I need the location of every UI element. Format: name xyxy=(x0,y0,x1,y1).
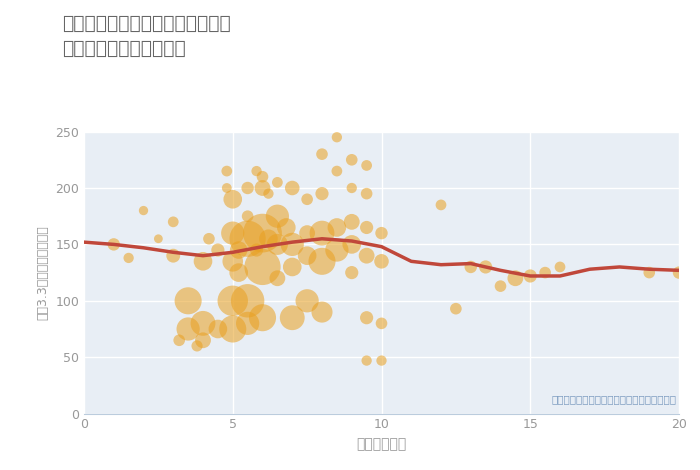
Point xyxy=(435,201,447,209)
Point xyxy=(212,246,223,254)
Point xyxy=(346,218,357,226)
Point xyxy=(465,263,476,271)
Point xyxy=(376,229,387,237)
Point xyxy=(346,269,357,276)
Point xyxy=(221,167,232,175)
Point xyxy=(227,196,238,203)
Point xyxy=(331,133,342,141)
Point xyxy=(376,320,387,327)
Point xyxy=(302,229,313,237)
Point xyxy=(302,196,313,203)
Text: 埼玉県さいたま市中央区下落合の
駅距離別中古戸建て価格: 埼玉県さいたま市中央区下落合の 駅距離別中古戸建て価格 xyxy=(62,14,231,58)
Point xyxy=(272,179,283,186)
Point xyxy=(242,297,253,305)
Point xyxy=(212,325,223,333)
Point xyxy=(168,252,179,259)
Point xyxy=(251,246,262,254)
Point xyxy=(242,212,253,220)
Point xyxy=(361,357,372,364)
Point xyxy=(361,224,372,231)
Point xyxy=(174,337,185,344)
Point xyxy=(287,241,298,248)
Point xyxy=(331,224,342,231)
Point xyxy=(525,272,536,280)
Point xyxy=(316,150,328,158)
Point xyxy=(183,297,194,305)
Point xyxy=(227,325,238,333)
Point xyxy=(302,252,313,259)
Point xyxy=(197,337,209,344)
Point xyxy=(153,235,164,243)
Point xyxy=(257,173,268,180)
Point xyxy=(287,184,298,192)
Point xyxy=(233,246,244,254)
Point xyxy=(221,184,232,192)
Point xyxy=(361,162,372,169)
Point xyxy=(361,314,372,321)
Point xyxy=(287,263,298,271)
Point xyxy=(480,263,491,271)
Text: 円の大きさは、取引のあった物件面積を示す: 円の大きさは、取引のあった物件面積を示す xyxy=(551,395,676,405)
Point xyxy=(227,229,238,237)
Point xyxy=(203,235,214,243)
Point xyxy=(108,241,119,248)
Point xyxy=(316,308,328,316)
Point xyxy=(242,235,253,243)
Point xyxy=(376,357,387,364)
Point xyxy=(197,258,209,265)
Point xyxy=(272,212,283,220)
Point xyxy=(123,254,134,262)
Point xyxy=(257,314,268,321)
Point xyxy=(540,269,551,276)
Point xyxy=(316,258,328,265)
Point xyxy=(644,269,655,276)
Point xyxy=(233,269,244,276)
Point xyxy=(281,224,292,231)
Point xyxy=(263,235,274,243)
Point xyxy=(272,274,283,282)
Point xyxy=(227,258,238,265)
X-axis label: 駅距離（分）: 駅距離（分） xyxy=(356,437,407,451)
Point xyxy=(331,246,342,254)
Point xyxy=(257,263,268,271)
Point xyxy=(316,229,328,237)
Point xyxy=(242,320,253,327)
Point xyxy=(263,190,274,197)
Point xyxy=(227,297,238,305)
Point xyxy=(302,297,313,305)
Point xyxy=(361,252,372,259)
Point xyxy=(287,314,298,321)
Point xyxy=(251,167,262,175)
Point xyxy=(361,190,372,197)
Point xyxy=(257,229,268,237)
Point xyxy=(554,263,566,271)
Y-axis label: 坪（3.3㎡）単価（万円）: 坪（3.3㎡）単価（万円） xyxy=(36,225,50,320)
Point xyxy=(272,241,283,248)
Point xyxy=(197,320,209,327)
Point xyxy=(242,184,253,192)
Point xyxy=(331,167,342,175)
Point xyxy=(168,218,179,226)
Point xyxy=(183,325,194,333)
Point xyxy=(346,184,357,192)
Point xyxy=(376,258,387,265)
Point xyxy=(450,305,461,313)
Point xyxy=(346,156,357,164)
Point xyxy=(138,207,149,214)
Point xyxy=(192,342,203,350)
Point xyxy=(346,241,357,248)
Point xyxy=(510,274,521,282)
Point xyxy=(257,184,268,192)
Point xyxy=(673,269,685,276)
Point xyxy=(316,190,328,197)
Point xyxy=(495,282,506,290)
